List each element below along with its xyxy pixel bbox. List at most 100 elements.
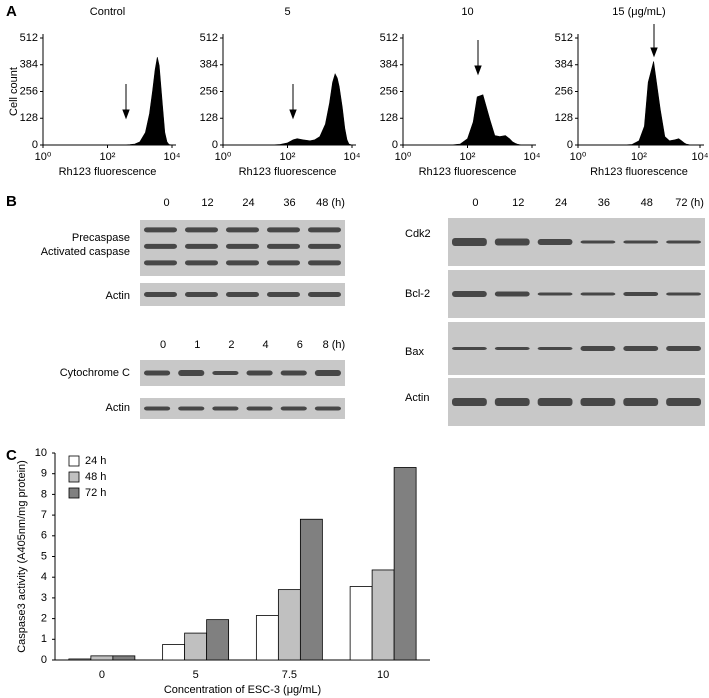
chart-title: Control <box>90 6 125 18</box>
bar <box>299 518 323 661</box>
blot-band <box>280 370 307 376</box>
legend-swatch <box>68 455 80 467</box>
chart-title: 15 (μg/mL) <box>612 6 665 18</box>
x-tick-label: 10⁴ <box>344 151 361 163</box>
blot-band <box>144 260 177 266</box>
row-label: Cytochrome C <box>60 367 130 379</box>
y-axis-label: Caspase3 activity (A405nm/mg protein) <box>16 460 28 653</box>
blot-band <box>666 346 701 351</box>
x-axis-label: Rh123 fluorescence <box>419 166 517 178</box>
legend-label: 24 h <box>85 455 106 467</box>
lane-label: 1 <box>194 339 200 351</box>
blot-band <box>144 292 177 297</box>
x-tick-label: 10² <box>631 151 647 163</box>
blot-strip <box>448 378 705 426</box>
blot-band <box>452 291 487 297</box>
lane-label: 36 <box>598 197 610 209</box>
blot-band <box>580 292 616 296</box>
y-tick-label: 512 <box>380 32 398 44</box>
bar <box>277 589 301 661</box>
legend-label: 48 h <box>85 471 106 483</box>
y-tick-label: 0 <box>41 654 47 666</box>
y-tick-label: 512 <box>200 32 218 44</box>
blot-band <box>267 243 300 249</box>
chart-title: 5 <box>284 6 290 18</box>
row-label: Activated caspase <box>41 246 130 258</box>
panel-label: C <box>6 447 17 464</box>
x-tick-label: 5 <box>193 669 199 681</box>
y-tick-label: 4 <box>41 571 47 583</box>
histogram-area <box>43 57 173 146</box>
blot-band <box>580 240 616 244</box>
bar <box>349 586 373 661</box>
y-tick-label: 256 <box>200 85 218 97</box>
lane-label: 48 (h) <box>316 197 345 209</box>
blot-band <box>144 406 171 411</box>
blot-band <box>178 406 205 411</box>
histogram-area <box>403 94 532 146</box>
y-tick-label: 3 <box>41 592 47 604</box>
blot-band <box>226 227 259 233</box>
arrows <box>122 24 658 120</box>
bar <box>184 632 208 661</box>
y-tick-label: 384 <box>200 59 218 71</box>
row-label: Actin <box>405 392 429 404</box>
y-tick-label: 384 <box>20 59 38 71</box>
blot-band <box>226 292 259 297</box>
blot-band <box>144 227 177 233</box>
histogram-area <box>578 61 700 146</box>
bar <box>371 569 395 661</box>
lane-label: 48 <box>641 197 653 209</box>
lane-label: 12 <box>201 197 213 209</box>
lane-label: 24 <box>555 197 567 209</box>
row-label: Bax <box>405 346 424 358</box>
x-axis-label: Rh123 fluorescence <box>239 166 337 178</box>
x-tick-label: 10⁰ <box>215 151 232 163</box>
blot-band <box>666 240 701 244</box>
y-tick-label: 384 <box>555 59 573 71</box>
blot-band <box>226 260 259 266</box>
y-axis-label: Cell count <box>8 67 20 116</box>
chart-title: 10 <box>461 6 473 18</box>
blot-band <box>246 406 273 411</box>
blot-band <box>226 243 259 249</box>
blot-band <box>267 227 300 233</box>
x-tick-label: 10⁰ <box>395 151 412 163</box>
blot-band <box>452 347 487 350</box>
y-tick-label: 512 <box>20 32 38 44</box>
blot-band <box>178 370 205 376</box>
blot-band <box>452 238 487 246</box>
blot-band <box>580 346 616 351</box>
blot-band <box>246 370 273 376</box>
y-tick-label: 512 <box>555 32 573 44</box>
y-tick-label: 9 <box>41 468 47 480</box>
bar <box>255 615 279 661</box>
y-tick-label: 384 <box>380 59 398 71</box>
blot-strip <box>140 398 345 419</box>
y-tick-label: 128 <box>20 112 38 124</box>
y-tick-label: 256 <box>20 85 38 97</box>
y-tick-label: 128 <box>555 112 573 124</box>
panel-label: A <box>6 3 17 20</box>
y-tick-label: 256 <box>380 85 398 97</box>
blot-band <box>623 292 659 296</box>
blot-band <box>212 371 239 375</box>
x-tick-label: 10⁴ <box>164 151 181 163</box>
blot-band <box>537 239 573 245</box>
y-tick-label: 10 <box>35 447 47 459</box>
blot-band <box>537 398 573 406</box>
y-tick-label: 256 <box>555 85 573 97</box>
blot-band <box>280 406 307 411</box>
x-tick-label: 10² <box>460 151 476 163</box>
blot-band <box>144 243 177 249</box>
y-tick-label: 128 <box>200 112 218 124</box>
lane-label: 2 <box>228 339 234 351</box>
x-tick-label: 10² <box>100 151 116 163</box>
y-tick-label: 6 <box>41 530 47 542</box>
bar <box>206 619 230 661</box>
y-tick-label: 128 <box>380 112 398 124</box>
lane-label: 0 <box>472 197 478 209</box>
row-label: Precaspase <box>72 232 130 244</box>
blot-band <box>185 260 218 266</box>
lane-label: 72 (h) <box>675 197 704 209</box>
